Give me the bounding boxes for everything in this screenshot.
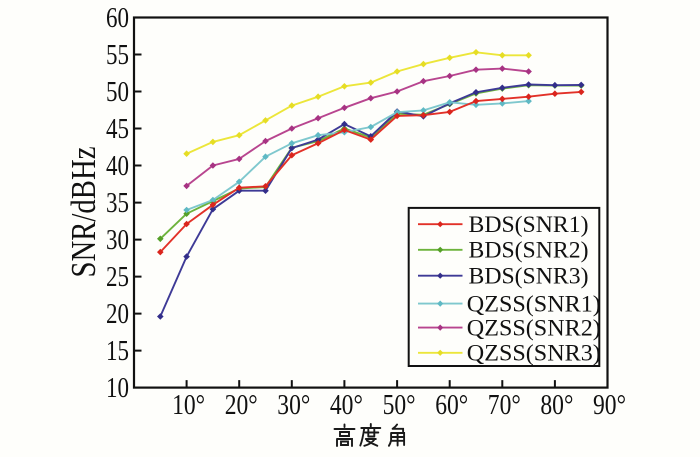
svg-text:20°: 20° (225, 390, 258, 421)
svg-text:35: 35 (106, 188, 129, 219)
svg-text:60: 60 (106, 3, 129, 34)
svg-text:50°: 50° (383, 390, 416, 421)
svg-text:90°: 90° (593, 390, 626, 421)
svg-text:QZSS(SNR3): QZSS(SNR3) (467, 341, 601, 367)
svg-text:50: 50 (106, 77, 129, 108)
svg-text:BDS(SNR1): BDS(SNR1) (469, 212, 589, 238)
svg-text:QZSS(SNR2): QZSS(SNR2) (467, 315, 601, 341)
svg-text:BDS(SNR2): BDS(SNR2) (469, 238, 589, 264)
svg-text:60°: 60° (435, 390, 468, 421)
svg-text:45: 45 (106, 114, 129, 145)
svg-text:30°: 30° (277, 390, 310, 421)
svg-text:BDS(SNR3): BDS(SNR3) (469, 264, 589, 290)
svg-text:30: 30 (106, 225, 129, 256)
svg-text:55: 55 (106, 40, 129, 71)
svg-text:70°: 70° (488, 390, 521, 421)
svg-text:40: 40 (106, 151, 129, 182)
svg-text:25: 25 (106, 262, 129, 293)
svg-text:40°: 40° (330, 390, 363, 421)
svg-text:10°: 10° (172, 390, 205, 421)
svg-text:QZSS(SNR1): QZSS(SNR1) (467, 291, 601, 317)
svg-text:20: 20 (106, 299, 129, 330)
svg-text:15: 15 (106, 336, 129, 367)
svg-text:10: 10 (106, 373, 129, 404)
svg-text:80°: 80° (540, 390, 573, 421)
svg-text:SNR/dBHz: SNR/dBHz (64, 147, 103, 278)
